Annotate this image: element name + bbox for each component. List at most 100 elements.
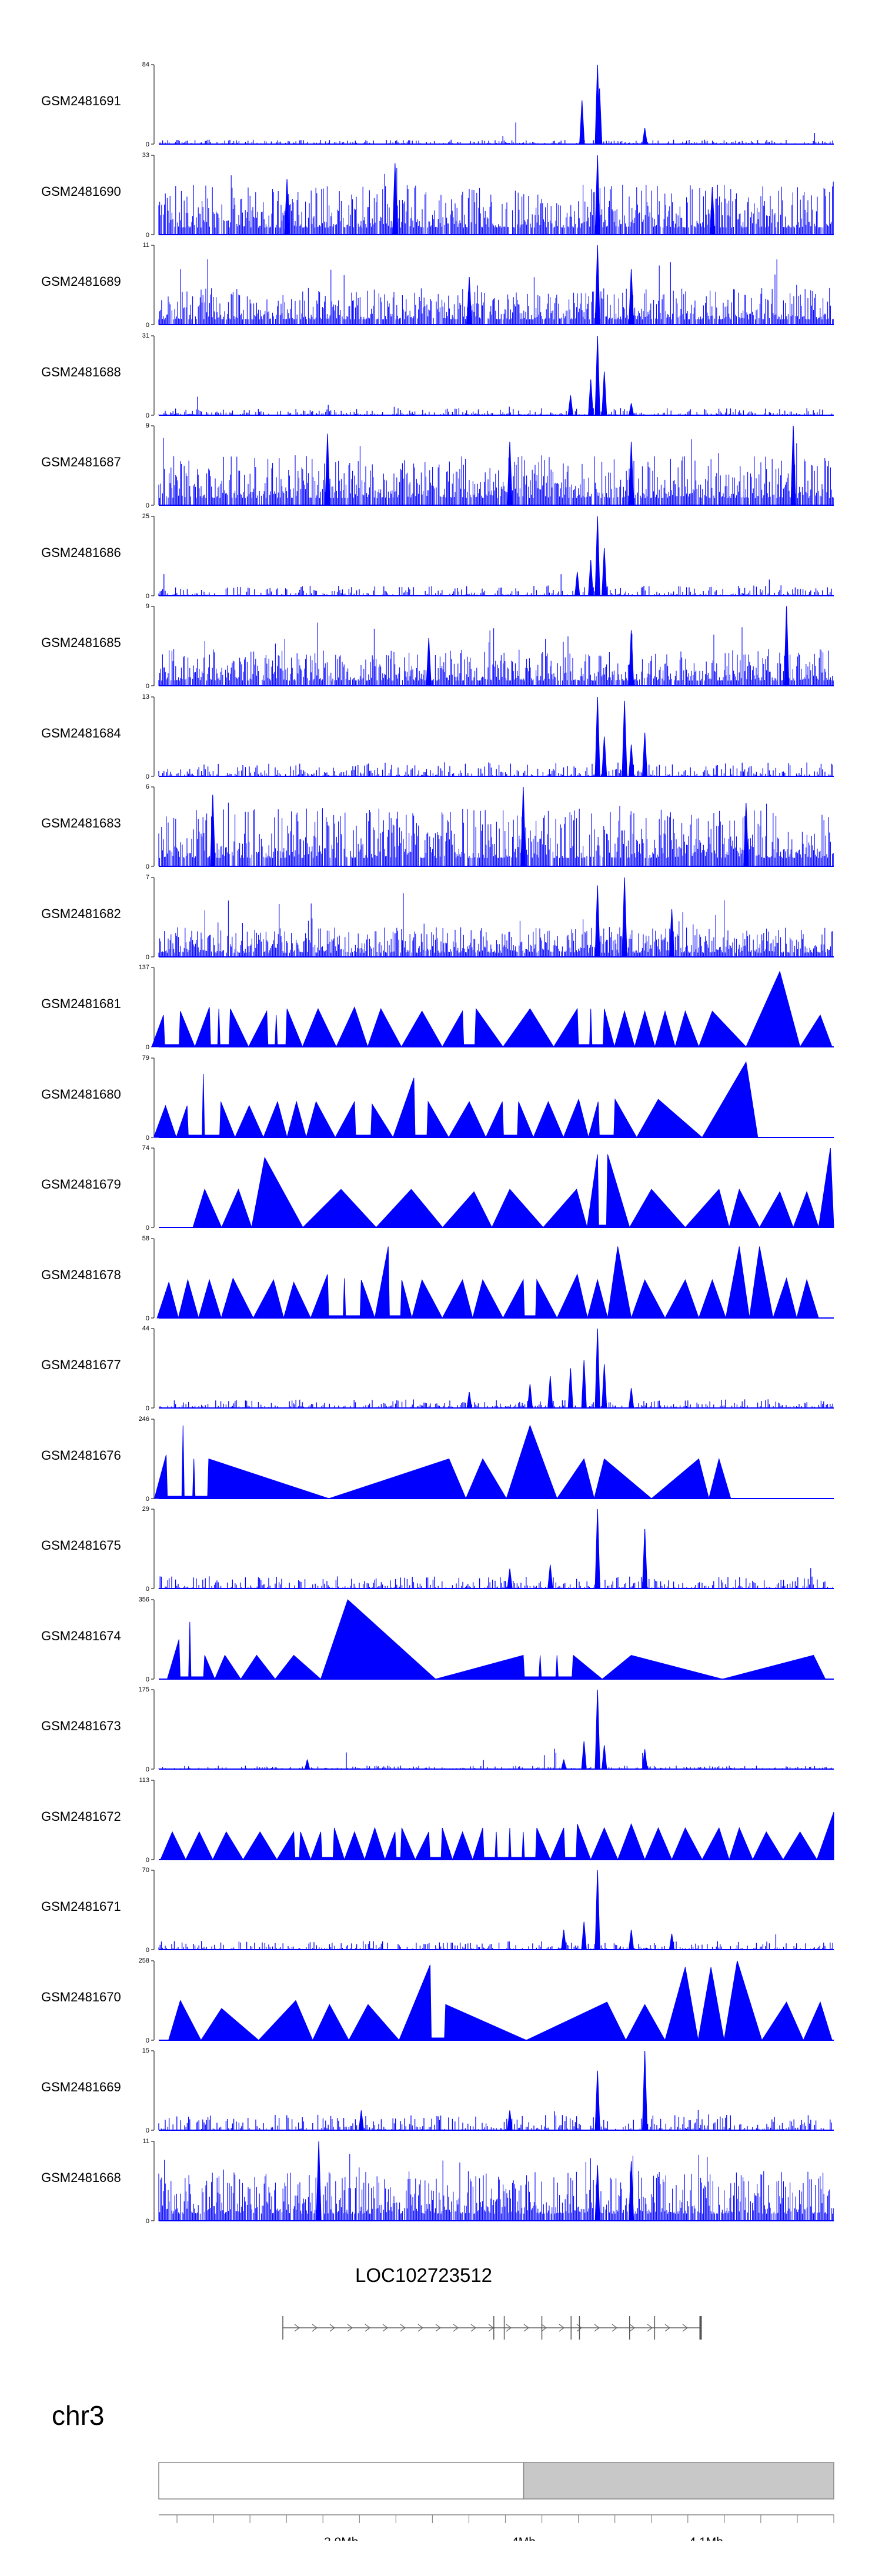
- y-axis-max-label: 79: [142, 1055, 149, 1062]
- strand-arrow: [629, 2324, 635, 2332]
- track-plot: 70: [146, 874, 834, 961]
- track-GSM2481670: GSM2481670 258 0: [0, 1957, 882, 2048]
- coverage-bars: [158, 396, 833, 415]
- track-label: GSM2481690: [41, 183, 121, 199]
- coverage-peak: [743, 802, 749, 867]
- track-plot: 258 0: [139, 1957, 834, 2044]
- coverage-bars: [158, 1934, 833, 1950]
- track-plot: 84 0: [142, 61, 834, 148]
- track-GSM2481686: GSM2481686 25 0: [0, 513, 882, 604]
- track-plot: 70 0: [142, 1867, 834, 1954]
- strand-arrow: [470, 2324, 476, 2332]
- track-label: GSM2481687: [41, 455, 121, 469]
- coverage-peak: [628, 1388, 634, 1409]
- track-plot: 44 0: [142, 1325, 834, 1412]
- track-label: GSM2481681: [41, 996, 121, 1011]
- coverage-bars: [158, 438, 834, 505]
- coverage-peak: [783, 606, 790, 686]
- track-label: GSM2481689: [41, 274, 121, 289]
- coverage-peak: [507, 2110, 513, 2131]
- coverage-peak: [622, 700, 627, 777]
- coverage-peak: [567, 1368, 573, 1409]
- track-label: GSM2481691: [41, 94, 121, 108]
- y-axis-max-label: 13: [142, 693, 149, 700]
- coverage-peak: [507, 1569, 513, 1589]
- coverage-area: [160, 1811, 834, 1861]
- y-axis-min-label: 0: [146, 1134, 149, 1142]
- coverage-peak: [594, 1689, 600, 1770]
- strand-arrow: [506, 2324, 512, 2332]
- track-plot: 15 0: [142, 2047, 834, 2134]
- strand-arrow: [594, 2324, 600, 2332]
- y-axis-max-label: 7: [146, 874, 149, 881]
- track-plot: 11 0: [143, 242, 834, 329]
- coverage-peak: [316, 2141, 322, 2221]
- track-GSM2481678: GSM2481678 58 0: [0, 1235, 882, 1326]
- track-plot: 13 0: [142, 693, 834, 780]
- coverage-peak: [466, 276, 472, 325]
- strand-arrow: [435, 2324, 441, 2332]
- coverage-peak: [547, 1564, 553, 1589]
- coverage-peak: [594, 245, 600, 325]
- coverage-peak: [581, 1360, 587, 1409]
- coverage-peak: [594, 516, 600, 596]
- track-plot: 113 0: [139, 1777, 834, 1864]
- y-axis-max-label: 70: [142, 1867, 149, 1874]
- coverage-bars: [158, 893, 833, 957]
- track-label: GSM2481688: [41, 364, 121, 379]
- track-GSM2481680: GSM2481680 79 0: [0, 1055, 882, 1146]
- track-GSM2481675: GSM2481675 29 0: [0, 1506, 882, 1597]
- coverage-area: [166, 1599, 826, 1680]
- y-axis-max-label: 258: [139, 1957, 149, 1964]
- chromosome-segment: [158, 2462, 524, 2500]
- track-label: GSM2481684: [41, 725, 121, 740]
- coverage-peak: [622, 877, 627, 957]
- track-plot: 90: [146, 422, 834, 509]
- coverage-bars: [158, 168, 834, 235]
- coverage-bars: [158, 622, 834, 686]
- coverage-peak: [602, 736, 607, 777]
- y-axis-min-label: 0: [146, 502, 149, 509]
- track-label: GSM2481669: [41, 2080, 121, 2094]
- y-axis-min-label: 0: [146, 863, 149, 870]
- track-label: GSM2481670: [41, 1989, 121, 2004]
- track-label: GSM2481685: [41, 635, 121, 650]
- track-plot: 29 0: [142, 1506, 834, 1593]
- coverage-peak: [642, 1529, 648, 1589]
- coverage-bars: [158, 1568, 833, 1589]
- y-axis-min-label: 0: [146, 232, 149, 239]
- y-axis-max-label: 6: [146, 783, 149, 790]
- y-axis-max-label: 9: [146, 422, 149, 429]
- coverage-area: [192, 1147, 834, 1229]
- track-GSM2481668: GSM2481668 11 0: [0, 2138, 882, 2229]
- y-axis-max-label: 31: [142, 332, 149, 339]
- track-label: GSM2481674: [41, 1628, 121, 1643]
- coverage-area: [156, 1246, 819, 1319]
- coverage-bars: [158, 259, 834, 325]
- y-axis-min-label: 0: [146, 1315, 149, 1322]
- genome-axis: 3.9Mb 4Mb 4.1Mb: [158, 2462, 834, 2549]
- y-axis-min-label: 0: [146, 322, 149, 329]
- coverage-peak: [547, 1376, 553, 1409]
- coverage-peak: [588, 379, 594, 416]
- strand-arrow: [329, 2324, 335, 2332]
- track-GSM2481673: GSM2481673 175 0: [0, 1686, 882, 1777]
- coverage-peak: [561, 1759, 567, 1770]
- strand-arrow: [576, 2324, 582, 2332]
- track-label: GSM2481679: [41, 1177, 121, 1192]
- coverage-peak: [628, 630, 634, 686]
- track-GSM2481688: GSM2481688 31 0: [0, 332, 882, 423]
- coverage-peak: [594, 1870, 600, 1950]
- track-GSM2481672: GSM2481672 113 0: [0, 1777, 882, 1868]
- y-axis-max-label: 29: [142, 1506, 149, 1513]
- strand-arrow: [453, 2324, 459, 2332]
- coverage-bars: [158, 573, 833, 596]
- strand-arrow: [541, 2324, 547, 2332]
- coverage-peak: [594, 696, 600, 777]
- coverage-bars: [158, 1749, 833, 1769]
- coverage-peak: [594, 2164, 600, 2221]
- strand-arrow: [382, 2324, 388, 2332]
- y-axis-max-label: 25: [142, 513, 149, 520]
- track-label: GSM2481672: [41, 1808, 121, 1824]
